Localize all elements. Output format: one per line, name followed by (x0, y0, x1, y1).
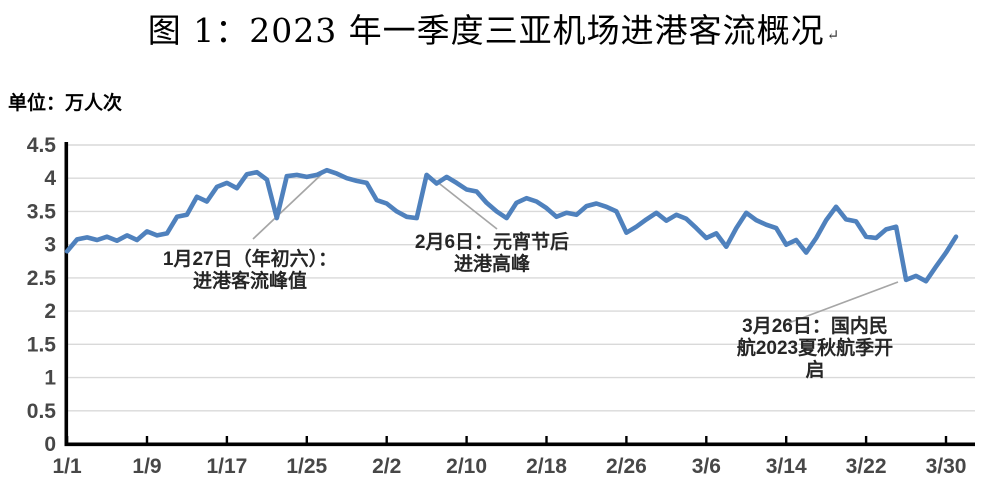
paragraph-mark-icon: ↵ (826, 26, 841, 44)
x-axis-label: 3/22 (846, 455, 887, 478)
x-axis-label: 1/17 (206, 455, 247, 478)
annotation-leader-line (252, 171, 325, 240)
annotation-cny-peak: 1月27日（年初六）： 进港客流峰值 (162, 249, 338, 292)
y-axis-label: 2 (44, 300, 56, 323)
x-axis-label: 3/6 (692, 455, 721, 478)
y-axis-label: 1.5 (27, 333, 57, 356)
unit-label: 单位：万人次 (8, 93, 123, 114)
annotation-leader-line (430, 176, 498, 230)
x-axis-label: 2/10 (446, 455, 487, 478)
figure-title: 图 1：2023 年一季度三亚机场进港客流概况 ↵ (0, 4, 988, 52)
annotation-leader-line (785, 281, 899, 325)
x-axis-label: 3/14 (766, 455, 807, 478)
x-axis-label: 2/18 (526, 455, 567, 478)
y-axis-label: 1 (44, 367, 56, 390)
x-axis-label: 2/26 (606, 455, 647, 478)
x-axis-label: 2/2 (372, 455, 401, 478)
x-axis-label: 3/30 (926, 455, 967, 478)
annotation-summer-autumn-season: 3月26日：国内民 航2023夏秋航季开 启 (736, 316, 894, 381)
y-axis-label: 4 (44, 167, 56, 190)
y-axis-label: 3.5 (27, 200, 57, 223)
y-axis-label: 0 (44, 433, 56, 456)
y-axis-label: 0.5 (27, 400, 57, 423)
x-axis-label: 1/9 (132, 455, 161, 478)
x-axis-label: 1/1 (52, 455, 82, 478)
y-axis-label: 2.5 (27, 267, 57, 290)
x-axis-label: 1/25 (286, 455, 327, 478)
figure-title-text: 图 1：2023 年一季度三亚机场进港客流概况 (147, 11, 825, 50)
annotation-lantern-festival: 2月6日：元宵节后 进港高峰 (414, 232, 570, 275)
y-axis-label: 3 (44, 234, 56, 257)
traffic-line (64, 167, 959, 284)
y-axis-label: 4.5 (27, 134, 57, 157)
